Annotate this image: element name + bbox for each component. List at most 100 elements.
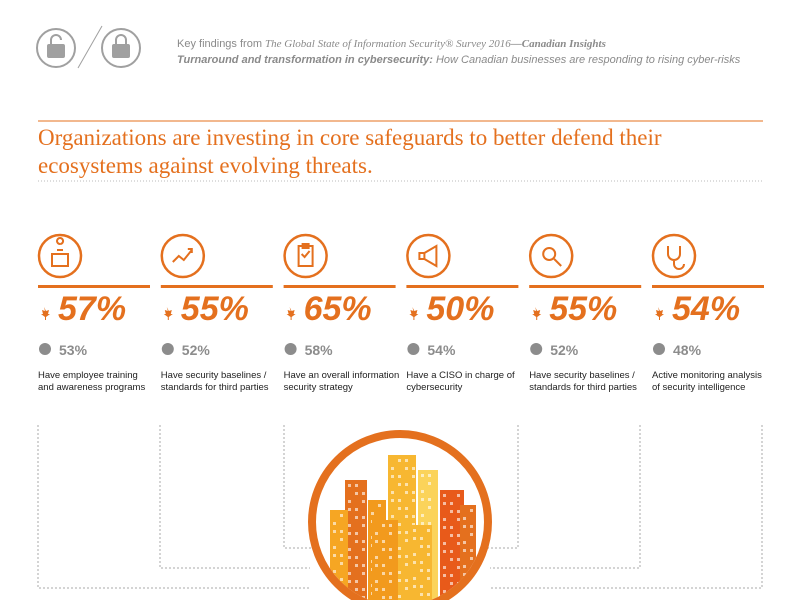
window bbox=[470, 533, 473, 536]
window bbox=[382, 564, 385, 567]
icon-glyph bbox=[542, 247, 562, 267]
window bbox=[470, 549, 473, 552]
window bbox=[412, 467, 415, 470]
window bbox=[355, 516, 358, 519]
window bbox=[398, 475, 401, 478]
globe-icon bbox=[39, 343, 51, 355]
canada-percent: 50% bbox=[426, 290, 495, 328]
window bbox=[340, 554, 343, 557]
window bbox=[412, 499, 415, 502]
window bbox=[348, 524, 351, 527]
window bbox=[450, 510, 453, 513]
window bbox=[463, 589, 466, 592]
window bbox=[333, 554, 336, 557]
window bbox=[450, 558, 453, 561]
finding-label: Have an overall information security str… bbox=[283, 370, 400, 393]
icon-glyph bbox=[667, 246, 685, 270]
window bbox=[355, 588, 358, 591]
window bbox=[398, 507, 401, 510]
window bbox=[362, 588, 365, 591]
window bbox=[333, 530, 336, 533]
window bbox=[405, 531, 408, 534]
window bbox=[405, 483, 408, 486]
finding-label: Active monitoring analysis of security i… bbox=[652, 370, 762, 393]
window bbox=[421, 522, 424, 525]
icon-ring bbox=[160, 233, 206, 279]
window bbox=[427, 529, 430, 532]
global-percent: 54% bbox=[427, 342, 456, 358]
window bbox=[389, 548, 392, 551]
window bbox=[398, 547, 401, 550]
window bbox=[443, 518, 446, 521]
window bbox=[470, 557, 473, 560]
window bbox=[413, 561, 416, 564]
icon-ring bbox=[283, 233, 328, 279]
window bbox=[391, 475, 394, 478]
canada-percent: 57% bbox=[58, 290, 127, 328]
window bbox=[362, 516, 365, 519]
window bbox=[371, 512, 374, 515]
window bbox=[443, 502, 446, 505]
window bbox=[443, 542, 446, 545]
window bbox=[420, 585, 423, 588]
window bbox=[355, 492, 358, 495]
window bbox=[457, 566, 460, 569]
window bbox=[389, 572, 392, 575]
window bbox=[405, 563, 408, 566]
window bbox=[355, 508, 358, 511]
column-bar bbox=[283, 285, 396, 288]
window bbox=[405, 579, 408, 582]
window bbox=[450, 550, 453, 553]
window bbox=[398, 579, 401, 582]
window bbox=[362, 548, 365, 551]
window bbox=[421, 474, 424, 477]
window bbox=[391, 515, 394, 518]
window bbox=[348, 556, 351, 559]
maple-leaf bbox=[655, 307, 664, 320]
window bbox=[362, 540, 365, 543]
window bbox=[421, 514, 424, 517]
window bbox=[420, 593, 423, 596]
window bbox=[348, 532, 351, 535]
window bbox=[389, 556, 392, 559]
window bbox=[457, 542, 460, 545]
window bbox=[398, 483, 401, 486]
window bbox=[375, 532, 378, 535]
window bbox=[382, 540, 385, 543]
window bbox=[413, 537, 416, 540]
window bbox=[412, 491, 415, 494]
window bbox=[389, 580, 392, 583]
window bbox=[413, 577, 416, 580]
window bbox=[362, 572, 365, 575]
window bbox=[389, 596, 392, 599]
column-bar bbox=[529, 285, 642, 288]
city-illustration bbox=[330, 455, 476, 600]
finding-label: Have employee training and awareness pro… bbox=[38, 370, 146, 393]
window bbox=[391, 491, 394, 494]
window bbox=[413, 529, 416, 532]
window bbox=[412, 523, 415, 526]
window bbox=[443, 574, 446, 577]
global-percent: 58% bbox=[304, 342, 333, 358]
window bbox=[333, 594, 336, 597]
window bbox=[463, 541, 466, 544]
window bbox=[420, 545, 423, 548]
window bbox=[421, 498, 424, 501]
window bbox=[398, 459, 401, 462]
window bbox=[412, 515, 415, 518]
headline: Organizations are investing in core safe… bbox=[38, 125, 662, 178]
window bbox=[340, 538, 343, 541]
window bbox=[412, 475, 415, 478]
window bbox=[398, 523, 401, 526]
window bbox=[333, 570, 336, 573]
window bbox=[375, 540, 378, 543]
window bbox=[405, 555, 408, 558]
global-percent: 52% bbox=[181, 342, 210, 358]
survey-title: The Global State of Information Security… bbox=[265, 38, 511, 50]
header-line1: Key findings from The Global State of In… bbox=[177, 38, 606, 50]
window bbox=[333, 546, 336, 549]
window bbox=[457, 510, 460, 513]
maple-leaf bbox=[532, 307, 542, 320]
window bbox=[428, 522, 431, 525]
